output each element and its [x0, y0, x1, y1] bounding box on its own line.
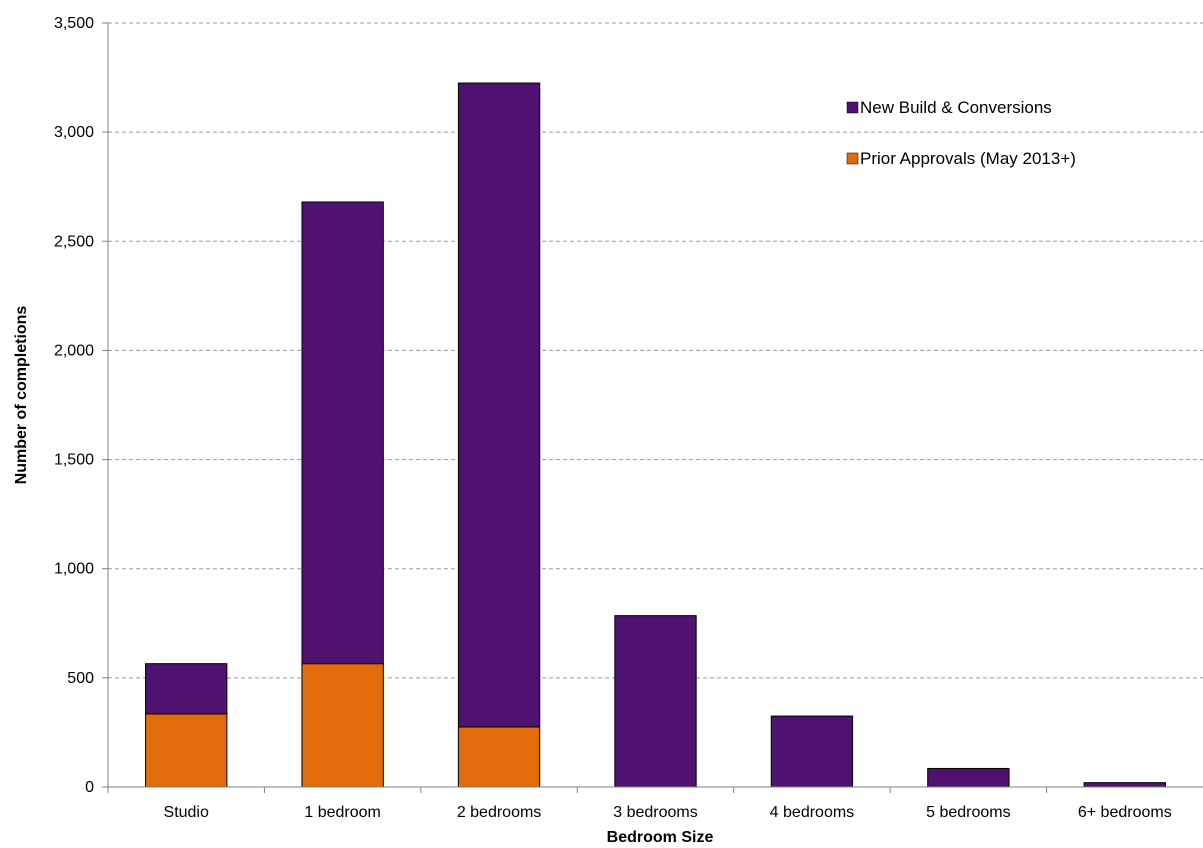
bar-new-build-4 [770, 715, 854, 788]
bar-prior-approvals-1 [301, 663, 384, 788]
legend-swatch [846, 101, 859, 114]
x-tick-label: 5 bedrooms [926, 804, 1011, 821]
x-tick-label: 6+ bedrooms [1078, 804, 1172, 821]
bar-new-build-0 [145, 663, 228, 715]
y-tick-label: 2,000 [54, 342, 94, 359]
gridlines [102, 22, 1203, 788]
bar-new-build-5 [927, 767, 1010, 788]
y-tick-label: 3,000 [54, 124, 94, 141]
x-tick-label: 4 bedrooms [770, 804, 855, 821]
x-tick-label: 3 bedrooms [613, 804, 698, 821]
x-tick-label: 2 bedrooms [457, 804, 542, 821]
legend-label: New Build & Conversions [860, 98, 1052, 117]
legend-swatch [846, 152, 859, 165]
bar-new-build-1 [301, 201, 384, 665]
y-tick-label: 2,500 [54, 233, 94, 250]
bar-prior-approvals-0 [145, 713, 228, 788]
y-tick-label: 0 [85, 779, 94, 796]
x-tick-label: 1 bedroom [304, 804, 381, 821]
y-tick-label: 1,000 [54, 561, 94, 578]
y-tick-label: 3,500 [54, 15, 94, 32]
x-tick-labels: Studio 1 bedroom 2 bedrooms 3 bedrooms 4 bed… [107, 787, 1172, 821]
bar-prior-approvals-2 [457, 726, 541, 788]
x-tick-label: Studio [164, 804, 209, 821]
y-tick-labels: 0 500 1,000 1,500 2,000 2,500 3,000 3,500 [54, 15, 94, 796]
y-axis-title: Number of completions [13, 306, 30, 485]
bar-new-build-3 [614, 615, 697, 788]
bars [145, 82, 1166, 788]
y-tick-label: 500 [67, 670, 94, 687]
bar-new-build-6 [1083, 782, 1166, 788]
bar-new-build-2 [457, 82, 541, 728]
y-tick-label: 1,500 [54, 452, 94, 469]
legend-label: Prior Approvals (May 2013+) [860, 149, 1076, 168]
x-axis-title: Bedroom Size [607, 829, 714, 846]
legend: New Build & Conversions Prior Approvals (… [846, 98, 1076, 168]
